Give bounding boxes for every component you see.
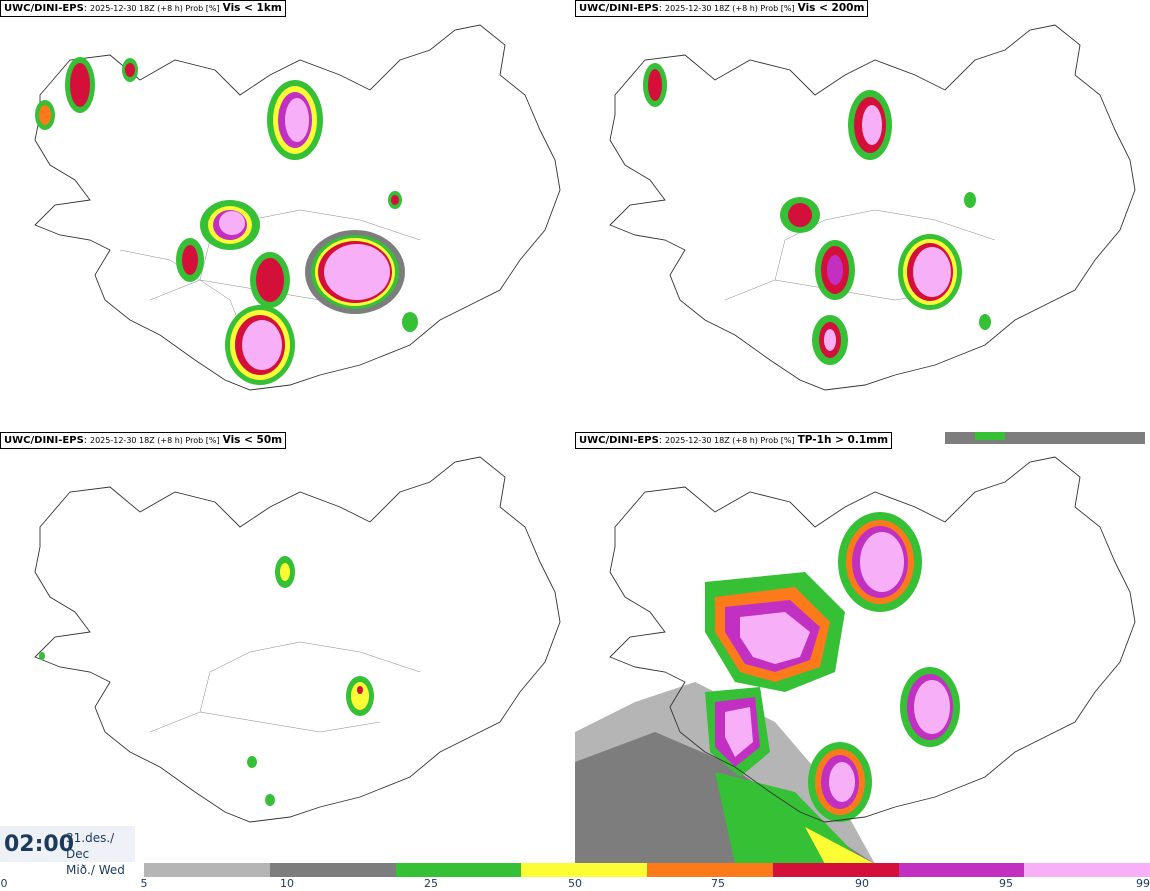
colorbar-segment — [772, 863, 899, 877]
colorbar-segment — [521, 863, 647, 877]
colorbar-tick-label: 90 — [855, 877, 869, 890]
iceland-map — [575, 432, 1145, 864]
colorbar-tick-label: 95 — [999, 877, 1013, 890]
valid-date-label: 31.des./ Dec — [66, 831, 115, 861]
variable-label: Vis < 1km — [222, 2, 282, 14]
colorbar-tick-label: 25 — [424, 877, 438, 890]
colorbar-tick-label: 99 — [1136, 877, 1150, 890]
colorbar-tick-label: 0 — [0, 877, 8, 890]
iceland-map — [34, 24, 561, 391]
colorbar-ticks: 0 5 10 25 50 75 90 95 99 — [0, 877, 1150, 891]
probability-colorbar — [144, 863, 1150, 877]
map-panel-vis-200m: UWC/DINI-EPS: 2025-12-30 18Z (+8 h) Prob… — [575, 0, 1150, 432]
colorbar-segment — [144, 863, 270, 877]
colorbar-segment — [647, 863, 773, 877]
panel-title: UWC/DINI-EPS: 2025-12-30 18Z (+8 h) Prob… — [0, 0, 286, 17]
probability-field — [35, 57, 418, 385]
colorbar-segment — [395, 863, 522, 877]
model-source: UWC/DINI-EPS — [4, 3, 84, 14]
model-source: UWC/DINI-EPS — [579, 435, 659, 446]
variable-label: TP-1h > 0.1mm — [797, 434, 889, 446]
iceland-map — [34, 456, 561, 823]
panel-title: UWC/DINI-EPS: 2025-12-30 18Z (+8 h) Prob… — [575, 0, 869, 17]
model-source: UWC/DINI-EPS — [579, 3, 659, 14]
valid-weekday-label: Mið./ Wed — [66, 863, 125, 877]
variable-label: Vis < 50m — [222, 434, 283, 446]
colorbar-segment — [269, 863, 396, 877]
colorbar-tick-label: 50 — [568, 877, 582, 890]
panel-title: UWC/DINI-EPS: 2025-12-30 18Z (+8 h) Prob… — [0, 432, 287, 449]
variable-label: Vis < 200m — [797, 2, 865, 14]
colorbar-segment — [898, 863, 1025, 877]
colorbar-segment — [1024, 863, 1150, 877]
probability-field — [643, 63, 991, 365]
map-panel-vis-50m: UWC/DINI-EPS: 2025-12-30 18Z (+8 h) Prob… — [0, 432, 575, 864]
run-info: 2025-12-30 18Z (+8 h) Prob [%] — [90, 436, 220, 445]
colorbar-tick-label: 10 — [280, 877, 294, 890]
colorbar-tick-label: 75 — [711, 877, 725, 890]
iceland-map — [609, 24, 1136, 391]
valid-time-box: 02:00 31.des./ Dec Mið./ Wed — [0, 826, 135, 877]
run-info: 2025-12-30 18Z (+8 h) Prob [%] — [90, 4, 220, 13]
panel-title: UWC/DINI-EPS: 2025-12-30 18Z (+8 h) Prob… — [575, 432, 893, 449]
colorbar-tick-label: 5 — [140, 877, 148, 890]
run-info: 2025-12-30 18Z (+8 h) Prob [%] — [665, 436, 795, 445]
precip-field — [575, 432, 1145, 864]
map-panel-vis-1km: UWC/DINI-EPS: 2025-12-30 18Z (+8 h) Prob… — [0, 0, 575, 432]
map-panel-precip: UWC/DINI-EPS: 2025-12-30 18Z (+8 h) Prob… — [575, 432, 1150, 864]
model-source: UWC/DINI-EPS — [4, 435, 84, 446]
valid-date: 31.des./ Dec Mið./ Wed — [66, 830, 135, 878]
run-info: 2025-12-30 18Z (+8 h) Prob [%] — [665, 4, 795, 13]
probability-field — [39, 556, 374, 806]
valid-time-clock: 02:00 — [4, 832, 75, 857]
